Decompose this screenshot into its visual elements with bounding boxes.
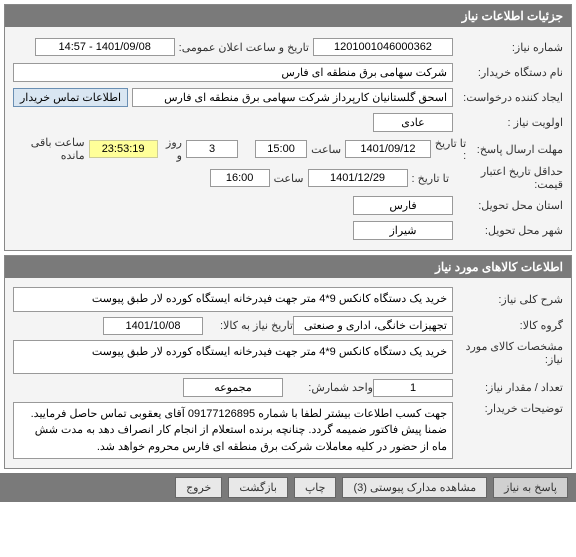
province-value: فارس [353, 196, 453, 215]
validity-label: حداقل تاریخ اعتبار قیمت: [453, 165, 563, 191]
validity-time: 16:00 [210, 169, 270, 187]
priority-value: عادی [373, 113, 453, 132]
unit-label: واحد شمارش: [283, 381, 373, 394]
announce-value: 1401/09/08 - 14:57 [35, 38, 175, 56]
buyer-label: نام دستگاه خریدار: [453, 66, 563, 79]
province-label: استان محل تحویل: [453, 199, 563, 212]
spec-value: خرید یک دستگاه کانکس 9*4 متر جهت فیدرخان… [13, 340, 453, 374]
time-label-2: ساعت [270, 172, 308, 185]
panel1-header: جزئیات اطلاعات نیاز [5, 5, 571, 27]
group-label: گروه کالا: [453, 319, 563, 332]
group-value: تجهیزات خانگی، اداری و صنعتی [293, 316, 453, 335]
to-date-label: تا تاریخ : [431, 137, 470, 162]
deadline-label: مهلت ارسال پاسخ: [470, 143, 563, 156]
goods-info-panel: اطلاعات کالاهای مورد نیاز شرح کلی نیاز: … [4, 255, 572, 469]
to-date-label-2: تا تاریخ : [408, 172, 453, 185]
back-button[interactable]: بازگشت [228, 477, 288, 498]
validity-date: 1401/12/29 [308, 169, 408, 187]
time-label-1: ساعت [307, 143, 345, 156]
print-button[interactable]: چاپ [294, 477, 337, 498]
creator-label: ایجاد کننده درخواست: [453, 91, 563, 104]
desc-label: شرح کلی نیاز: [453, 293, 563, 306]
contact-buyer-button[interactable]: اطلاعات تماس خریدار [13, 88, 128, 107]
notes-label: توضیحات خریدار: [453, 402, 563, 415]
need-date-value: 1401/10/08 [103, 317, 203, 335]
unit-value: مجموعه [183, 378, 283, 397]
panel2-header: اطلاعات کالاهای مورد نیاز [5, 256, 571, 278]
city-label: شهر محل تحویل: [453, 224, 563, 237]
need-no-label: شماره نیاز: [453, 41, 563, 54]
days-label: روز و [158, 136, 186, 162]
remain-label: ساعت باقی مانده [13, 136, 89, 162]
reply-button[interactable]: پاسخ به نیاز [493, 477, 568, 498]
view-attachments-button[interactable]: مشاهده مدارک پیوستی (3) [342, 477, 487, 498]
need-no-value: 1201001046000362 [313, 38, 453, 56]
buyer-value: شرکت سهامی برق منطقه ای فارس [13, 63, 453, 82]
countdown-timer: 23:53:19 [89, 140, 158, 158]
need-date-label: تاریخ نیاز به کالا: [203, 319, 293, 332]
qty-value: 1 [373, 379, 453, 397]
notes-value: جهت کسب اطلاعات بیشتر لطفا با شماره 0917… [13, 402, 453, 460]
deadline-time: 15:00 [255, 140, 307, 158]
exit-button[interactable]: خروج [175, 477, 222, 498]
qty-label: تعداد / مقدار نیاز: [453, 381, 563, 394]
announce-label: تاریخ و ساعت اعلان عمومی: [175, 41, 313, 54]
spec-label: مشخصات کالای مورد نیاز: [453, 340, 563, 366]
priority-label: اولویت نیاز : [453, 116, 563, 129]
creator-value: اسحق گلستانیان کارپرداز شرکت سهامی برق م… [132, 88, 453, 107]
need-details-panel: جزئیات اطلاعات نیاز شماره نیاز: 12010010… [4, 4, 572, 251]
city-value: شیراز [353, 221, 453, 240]
footer-toolbar: پاسخ به نیاز مشاهده مدارک پیوستی (3) چاپ… [0, 473, 576, 502]
days-remain: 3 [186, 140, 238, 158]
desc-value: خرید یک دستگاه کانکس 9*4 متر جهت فیدرخان… [13, 287, 453, 312]
deadline-date: 1401/09/12 [345, 140, 431, 158]
